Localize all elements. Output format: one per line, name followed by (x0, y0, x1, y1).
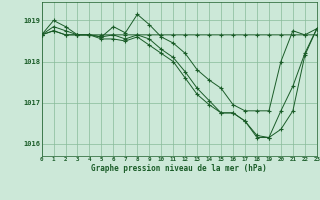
X-axis label: Graphe pression niveau de la mer (hPa): Graphe pression niveau de la mer (hPa) (91, 164, 267, 173)
